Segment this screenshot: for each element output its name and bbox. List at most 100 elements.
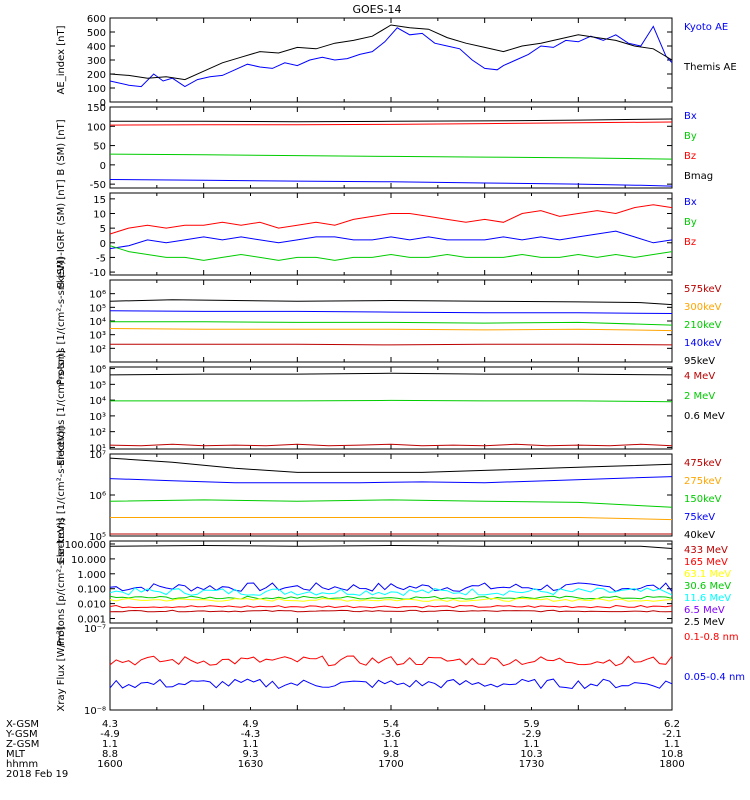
y-tick-label: 10⁵ — [89, 303, 106, 314]
x-tick-value: 6.2 — [664, 719, 680, 730]
panel-frame — [109, 106, 673, 189]
date-label: 2018 Feb 19 — [6, 769, 68, 780]
panel-ae: 600 500 400 300 200 100 0 AE_index [nT] Kyoto AE… — [56, 14, 737, 109]
series-line — [110, 343, 673, 346]
y-axis-label: Electrons [1/(cm²-s-sr-keV)] — [56, 426, 67, 563]
y-axis-label: Protons [p/(cm²-s-sr-keV)] — [56, 518, 67, 646]
legend-entry: 6.5 MeV — [684, 605, 725, 616]
series-line — [110, 399, 673, 403]
x-row-label: hhmm — [6, 759, 38, 770]
y-axis-label: B (SM)-IGRF (SM) [nT] — [56, 179, 67, 288]
series-line — [109, 153, 673, 160]
series-line — [109, 582, 673, 593]
y-tick-label: 0.001 — [77, 615, 106, 626]
y-tick-label: 10⁴ — [89, 396, 106, 407]
y-tick-label: 200 — [87, 70, 106, 81]
x-tick-value: 1.1 — [383, 739, 399, 750]
series-line — [109, 457, 673, 473]
series-line — [109, 499, 673, 508]
legend-entry: 2 MeV — [684, 391, 715, 402]
y-tick-label: -50 — [90, 180, 106, 191]
panel-bigrf: 15 10 5 0 -5 -10 B (SM)-IGRF (SM) [nT] Bx By Bz — [56, 179, 697, 288]
legend-entry: 475keV — [684, 458, 722, 469]
x-tick-value: 1600 — [97, 759, 122, 770]
panel-bsm: 150 100 50 0 -50 B (SM) [nT] Bx By Bz Bmag — [56, 103, 713, 191]
y-tick-label: 10⁻⁷ — [84, 624, 106, 635]
series-line — [110, 321, 673, 326]
legend-entry: Bmag — [684, 171, 713, 182]
y-tick-label: 0 — [100, 98, 106, 109]
y-tick-label: 10⁶ — [89, 290, 106, 301]
y-tick-label: 100 — [87, 122, 106, 133]
legend-entry: 0.05-0.4 nm — [684, 672, 745, 683]
y-tick-label: 10⁴ — [89, 317, 106, 328]
y-axis-label: Xray Flux [W/m²] — [56, 626, 67, 711]
y-tick-label: 10³ — [89, 412, 106, 423]
x-tick-value: 5.4 — [383, 719, 399, 730]
series-line — [110, 517, 673, 521]
series-line — [109, 299, 673, 306]
panel-frame — [109, 192, 673, 276]
y-tick-label: 10⁻⁸ — [84, 706, 106, 717]
panel-protons2: 100.000 10.000 1.000 0.100 0.010 0.001 Protons… — [56, 518, 731, 646]
panel-frame — [109, 627, 673, 711]
x-tick-value: 8.8 — [102, 749, 118, 760]
x-tick-value: 1.1 — [524, 739, 540, 750]
y-tick-label: 10⁵ — [89, 380, 106, 391]
y-tick-label: 150 — [87, 103, 106, 114]
panel-frame — [109, 17, 673, 103]
legend-entry: 433 MeV — [684, 545, 728, 556]
legend-entry: Bx — [684, 111, 697, 122]
legend-entry: Bz — [684, 237, 696, 248]
y-tick-label: 100 — [87, 84, 106, 95]
y-tick-label: 10¹ — [89, 443, 106, 454]
legend-entry: 11.6 MeV — [684, 593, 731, 604]
y-tick-label: 5 — [100, 224, 106, 235]
legend-entry: 150keV — [684, 494, 722, 505]
series-line — [109, 310, 673, 314]
y-tick-label: 10⁷ — [89, 450, 106, 461]
series-line — [109, 443, 673, 447]
series-line — [109, 604, 673, 609]
y-tick-label: 400 — [87, 42, 106, 53]
y-tick-label: -5 — [96, 253, 106, 264]
legend-entry: 575keV — [684, 284, 722, 295]
y-tick-label: 600 — [87, 14, 106, 25]
series-line — [109, 597, 673, 602]
y-tick-label: 0.100 — [77, 585, 106, 596]
y-axis-label: Electrons [1/(cm²-s-sr)] — [56, 350, 67, 466]
legend-entry: 40keV — [684, 530, 715, 541]
y-tick-label: 10.000 — [71, 555, 106, 566]
panel-frame — [109, 279, 673, 363]
y-tick-label: 10² — [89, 428, 106, 439]
panel-frame — [109, 453, 673, 537]
panel-xray: 10⁻⁷ 10⁻⁸ Xray Flux [W/m²] 0.1-0.8 nm 0.05-0… — [56, 624, 745, 717]
series-line — [109, 678, 673, 690]
legend-entry: 0.1-0.8 nm — [684, 632, 739, 643]
x-tick-value: 1.1 — [243, 739, 259, 750]
y-tick-label: 15 — [93, 195, 106, 206]
series-line — [109, 204, 673, 235]
x-tick-value: 1.1 — [664, 739, 680, 750]
legend-entry: 2.5 MeV — [684, 617, 725, 628]
x-row-label: Y-GSM — [5, 729, 38, 740]
x-tick-value: -2.9 — [522, 729, 542, 740]
legend-entry: By — [684, 131, 697, 142]
series-line — [109, 476, 673, 484]
y-axis-label: B (SM) [nT] — [56, 119, 67, 175]
legend-entry: Kyoto AE — [684, 22, 728, 33]
x-tick-value: 1.1 — [102, 739, 118, 750]
x-tick-value: -4.9 — [100, 729, 120, 740]
x-tick-value: 10.8 — [661, 749, 683, 760]
series-line — [109, 595, 673, 600]
series-line — [109, 587, 673, 596]
y-axis-label: Protons [1/(cm²-s-sr-keV)] — [56, 257, 67, 385]
x-tick-value: 1730 — [519, 759, 544, 770]
y-tick-label: 10⁶ — [89, 491, 106, 502]
series-line — [109, 328, 673, 332]
series-line — [109, 230, 673, 250]
series-line — [109, 544, 673, 549]
series-line — [109, 179, 673, 187]
legend-entry: 0.6 MeV — [684, 411, 725, 422]
